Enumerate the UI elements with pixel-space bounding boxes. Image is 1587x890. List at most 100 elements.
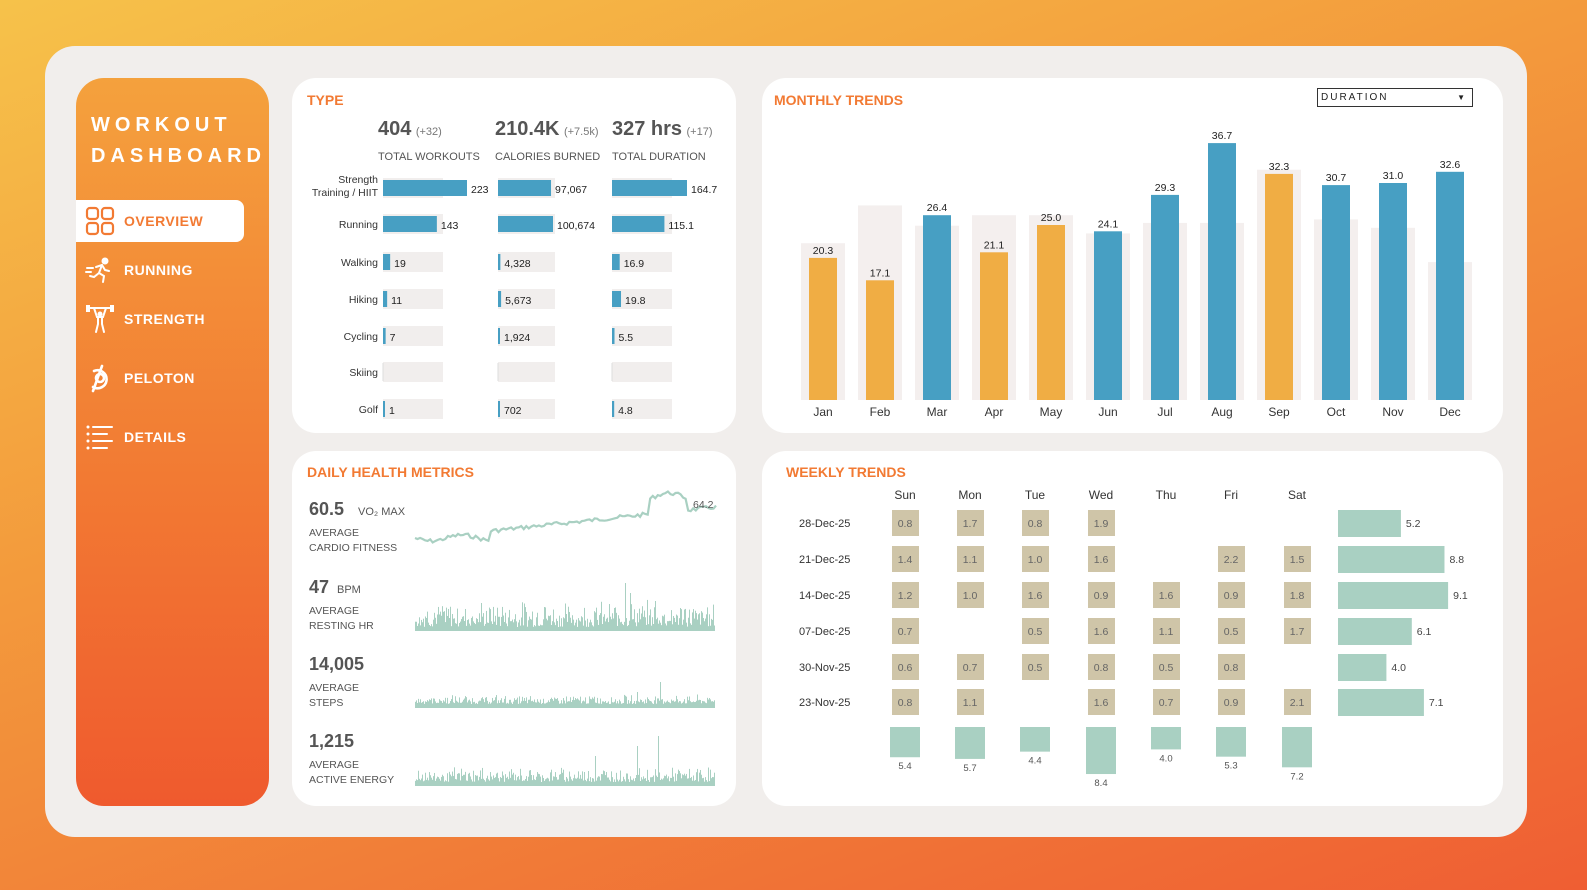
sparkline-bar [551,624,552,631]
nav-label-overview: OVERVIEW [124,213,204,229]
sparkline-bar [697,768,698,786]
sparkline-bar [555,698,556,708]
bar-value-label: 21.1 [984,239,1005,251]
nav-item-peloton[interactable]: PELOTON [76,357,244,399]
sparkline-bar [447,773,448,786]
sparkline-bar [570,617,571,631]
sparkline-bar [638,774,639,786]
sparkline-bar [488,622,489,631]
cell-value: 1.1 [963,554,978,566]
metric-dropdown[interactable]: DURATION ▼ [1317,88,1473,107]
sparkline-bar [690,701,691,708]
sparkline-bar [703,618,704,631]
sparkline-bar [554,622,555,631]
sparkline-bar [561,767,562,786]
cell-value: 1.7 [963,518,978,530]
health-sparklines: 60.5 VO₂ MAX AVERAGE CARDIO FITNESS 47 BPM AVE… [309,490,717,786]
month-bar [1379,183,1407,400]
day-header: Wed [1089,488,1113,502]
sparkline-bar [500,777,501,786]
sparkline-bar [461,702,462,708]
sparkline-bar [510,777,511,786]
sparkline-bar [434,698,435,708]
sparkline-bar [708,699,709,708]
sparkline-bar [549,616,550,631]
month-bar [1094,231,1122,400]
day-header: Mon [958,488,981,502]
sparkline-bar [696,613,697,631]
sparkline-bar [583,625,584,631]
sparkline-bar [616,772,617,786]
sparkline-bar [706,614,707,631]
sparkline-bar [630,593,631,631]
monthly-bar-chart: 20.3 Jan 17.1 Feb 26.4 Mar 21.1 Apr 25.0 May 24.1 J… [801,130,1472,419]
sparkline-bar [417,702,418,708]
sparkline-bar [697,694,698,708]
sparkline-bar [596,780,597,786]
sparkline-bar [527,780,528,786]
sparkline-bar [601,703,602,708]
sparkline-bar [450,774,451,786]
sparkline-bar [443,776,444,786]
weightlifter-icon [85,304,115,334]
heat-cell [1088,618,1115,644]
metric-unit: BPM [337,584,361,596]
sparkline-bar [634,781,635,786]
sparkline-bar [577,698,578,708]
sparkline-bar [587,703,588,708]
sparkline-bar [500,700,501,708]
sparkline-bar [486,778,487,786]
sparkline-bar [704,701,705,708]
sparkline-bar [533,626,534,631]
heat-cell [1088,546,1115,572]
sparkline-bar [525,700,526,708]
sparkline-bar [418,770,419,786]
sparkline-bar [585,779,586,786]
sparkline-bar [506,703,507,708]
sparkline-bar [454,618,455,631]
nav-item-overview[interactable]: OVERVIEW [76,200,244,242]
sparkline-bar [599,776,600,786]
sparkline-bar [451,699,452,708]
sparkline-bar [580,621,581,631]
nav-item-strength[interactable]: STRENGTH [76,298,244,340]
sparkline-bar [669,702,670,708]
sparkline-bar [585,697,586,708]
sparkline-bar [485,697,486,708]
sparkline-bar [446,607,447,631]
sparkline-bar [466,625,467,631]
day-total-bar [1151,727,1181,750]
sparkline-bar [655,769,656,786]
sparkline-bar [476,618,477,631]
sparkline-bar [512,774,513,786]
sparkline-bar [524,697,525,708]
sparkline-bar [604,702,605,708]
sparkline-bar [627,703,628,708]
sparkline-bar [661,625,662,631]
metric-caption: AVERAGE [309,527,359,539]
sparkline-bar [670,620,671,631]
sparkline-bar [517,626,518,631]
sparkline-bar [557,698,558,708]
sparkline-bar [421,619,422,631]
sparkline-bar [698,700,699,708]
sparkline-bar [630,701,631,708]
sparkline-bar [504,698,505,708]
sparkline-bar [473,702,474,708]
sparkline-bar [439,614,440,631]
cell-value: 1.8 [1290,590,1305,602]
sparkline-bar [512,619,513,631]
sparkline-bar [553,609,554,631]
sparkline-bar [626,773,627,786]
sparkline-bar [701,774,702,786]
sparkline-bar [638,701,639,708]
sparkline-bar [602,701,603,708]
nav-item-details[interactable]: DETAILS [76,416,244,458]
month-label: Jan [813,405,832,419]
cell-value: 1.6 [1028,590,1043,602]
sparkline-bar [662,779,663,786]
sparkline-bar [599,703,600,708]
sparkline-bar [570,697,571,708]
sparkline-bar [664,701,665,708]
nav-item-running[interactable]: RUNNING [76,249,244,291]
